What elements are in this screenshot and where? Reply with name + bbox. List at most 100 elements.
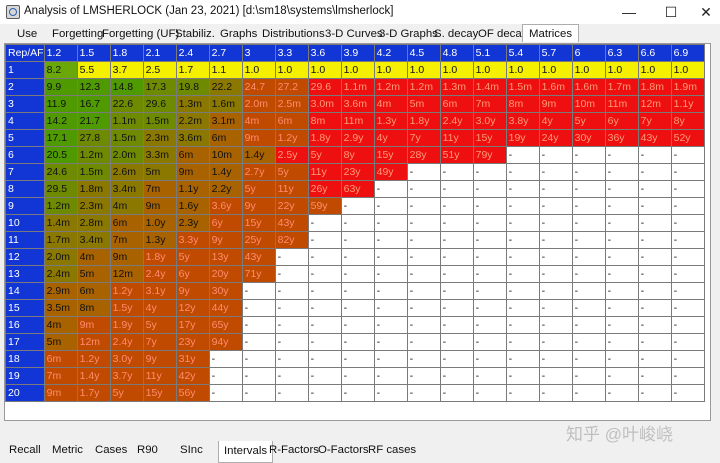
matrix-cell[interactable]: 14.8 [109, 78, 144, 96]
matrix-cell[interactable]: 1.3y [373, 112, 408, 130]
matrix-cell[interactable]: 2.3m [142, 129, 177, 147]
matrix-cell[interactable]: 1.1m [109, 112, 144, 130]
matrix-cell[interactable]: - [670, 316, 705, 334]
matrix-cell[interactable]: 15y [472, 129, 507, 147]
matrix-cell[interactable]: 7y [637, 112, 672, 130]
matrix-cell[interactable]: 30y [571, 129, 606, 147]
matrix-cell[interactable]: 1.0 [538, 61, 573, 79]
matrix-cell[interactable]: - [604, 265, 639, 283]
matrix-cell[interactable]: - [307, 299, 342, 317]
matrix-cell[interactable]: - [505, 282, 540, 300]
matrix-cell[interactable]: 2.2y [208, 180, 243, 198]
matrix-cell[interactable]: - [472, 180, 507, 198]
matrix-cell[interactable]: - [670, 146, 705, 164]
matrix-cell[interactable]: 1.5m [142, 112, 177, 130]
matrix-cell[interactable]: 1.6m [208, 95, 243, 113]
matrix-cell[interactable]: - [373, 265, 408, 283]
matrix-cell[interactable]: 42y [175, 367, 210, 385]
matrix-cell[interactable]: - [538, 197, 573, 215]
matrix-cell[interactable]: - [571, 367, 606, 385]
matrix-cell[interactable]: - [472, 333, 507, 351]
matrix-cell[interactable]: - [505, 333, 540, 351]
matrix-cell[interactable]: - [571, 282, 606, 300]
matrix-cell[interactable]: 2.7y [241, 163, 276, 181]
matrix-cell[interactable]: - [340, 197, 375, 215]
matrix-cell[interactable]: - [604, 316, 639, 334]
matrix-cell[interactable]: - [307, 333, 342, 351]
matrix-cell[interactable]: 4m [241, 112, 276, 130]
matrix-cell[interactable]: - [571, 180, 606, 198]
matrix-cell[interactable]: - [373, 231, 408, 249]
matrix-cell[interactable]: - [439, 282, 474, 300]
matrix-cell[interactable]: - [505, 231, 540, 249]
matrix-cell[interactable]: - [604, 197, 639, 215]
tab-forgetting[interactable]: Forgetting [52, 28, 104, 40]
matrix-cell[interactable]: - [505, 350, 540, 368]
close-button[interactable]: ✕ [700, 4, 712, 20]
matrix-cell[interactable]: 5m [406, 95, 441, 113]
matrix-cell[interactable]: - [472, 214, 507, 232]
matrix-cell[interactable]: - [472, 248, 507, 266]
matrix-cell[interactable]: - [208, 384, 243, 402]
matrix-cell[interactable]: 1.0 [373, 61, 408, 79]
matrix-cell[interactable]: 1.7 [175, 61, 210, 79]
matrix-cell[interactable]: 8y [340, 146, 375, 164]
matrix-cell[interactable]: 12y [175, 299, 210, 317]
matrix-cell[interactable]: 44y [208, 299, 243, 317]
matrix-cell[interactable]: 9m [241, 129, 276, 147]
matrix-cell[interactable]: - [340, 265, 375, 283]
matrix-cell[interactable]: 6m [43, 350, 78, 368]
matrix-cell[interactable]: 1.7y [76, 384, 111, 402]
matrix-cell[interactable]: 7y [406, 129, 441, 147]
matrix-cell[interactable]: 1.2y [76, 350, 111, 368]
matrix-cell[interactable]: - [472, 350, 507, 368]
tab-o-factors[interactable]: O-Factors [318, 444, 369, 456]
matrix-cell[interactable]: - [439, 163, 474, 181]
matrix-cell[interactable]: 1.5m [76, 163, 111, 181]
matrix-cell[interactable]: 4m [76, 248, 111, 266]
matrix-cell[interactable]: 11.9 [43, 95, 78, 113]
matrix-cell[interactable]: - [472, 231, 507, 249]
matrix-cell[interactable]: - [406, 384, 441, 402]
matrix-cell[interactable]: - [241, 367, 276, 385]
matrix-cell[interactable]: 51y [439, 146, 474, 164]
matrix-cell[interactable]: 1.5y [109, 299, 144, 317]
matrix-cell[interactable]: 14.2 [43, 112, 78, 130]
matrix-cell[interactable]: 27.8 [76, 129, 111, 147]
matrix-cell[interactable]: - [307, 265, 342, 283]
matrix-cell[interactable]: 65y [208, 316, 243, 334]
matrix-cell[interactable]: - [604, 367, 639, 385]
matrix-cell[interactable]: - [373, 282, 408, 300]
matrix-cell[interactable]: 1.0 [340, 61, 375, 79]
matrix-cell[interactable]: - [505, 197, 540, 215]
matrix-cell[interactable]: 9m [76, 316, 111, 334]
matrix-cell[interactable]: 6m [439, 95, 474, 113]
matrix-cell[interactable]: 1.4y [241, 146, 276, 164]
matrix-cell[interactable]: 8m [505, 95, 540, 113]
matrix-cell[interactable]: 24y [538, 129, 573, 147]
matrix-cell[interactable]: - [571, 316, 606, 334]
matrix-cell[interactable]: - [571, 333, 606, 351]
matrix-cell[interactable]: - [340, 214, 375, 232]
matrix-cell[interactable]: - [670, 248, 705, 266]
matrix-cell[interactable]: - [637, 350, 672, 368]
matrix-cell[interactable]: 26y [307, 180, 342, 198]
matrix-cell[interactable]: - [637, 248, 672, 266]
matrix-cell[interactable]: - [241, 299, 276, 317]
matrix-cell[interactable]: 4y [142, 299, 177, 317]
matrix-cell[interactable]: - [571, 350, 606, 368]
tab-3d-curves[interactable]: 3-D Curves [325, 28, 383, 40]
matrix-cell[interactable]: 3.0y [472, 112, 507, 130]
matrix-cell[interactable]: 1.2m [406, 78, 441, 96]
matrix-cell[interactable]: 1.8y [307, 129, 342, 147]
matrix-cell[interactable]: 79y [472, 146, 507, 164]
matrix-cell[interactable]: 1.1y [175, 180, 210, 198]
matrix-cell[interactable]: - [373, 180, 408, 198]
matrix-cell[interactable]: 22y [274, 197, 309, 215]
matrix-cell[interactable]: 5m [142, 163, 177, 181]
matrix-grid[interactable]: Rep/AF 1.2 1.5 1.8 2.1 2.4 2.7 3 3.3 3.6 3.9 4.2 4.… [4, 43, 711, 421]
matrix-cell[interactable]: 17y [175, 316, 210, 334]
matrix-cell[interactable]: - [274, 350, 309, 368]
matrix-cell[interactable]: 1.4y [76, 367, 111, 385]
matrix-cell[interactable]: 21.7 [76, 112, 111, 130]
